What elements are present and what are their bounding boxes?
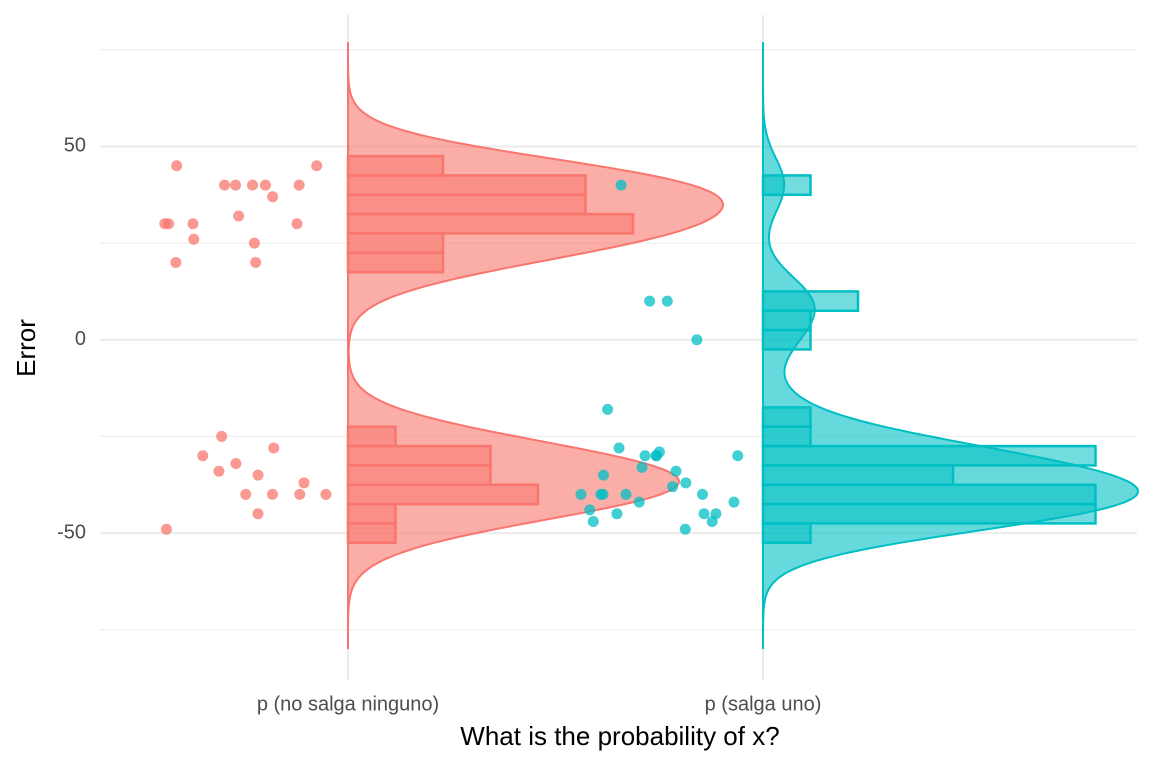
- point: [636, 461, 648, 473]
- histogram-bar: [346, 502, 397, 525]
- point: [267, 191, 279, 203]
- x-tick-label: p (no salga ninguno): [257, 693, 439, 715]
- histogram-bar: [346, 174, 587, 197]
- point: [698, 508, 710, 520]
- histogram-bar: [761, 522, 812, 544]
- histogram-bar: [761, 406, 812, 429]
- point: [613, 442, 625, 454]
- y-tick-label: -50: [57, 521, 86, 543]
- point: [639, 450, 651, 462]
- point: [233, 210, 245, 222]
- point: [320, 488, 332, 500]
- x-tick-label: p (salga uno): [705, 693, 822, 715]
- point: [188, 233, 200, 245]
- density: [347, 42, 725, 650]
- point: [187, 218, 199, 230]
- histogram-bar: [346, 464, 492, 487]
- point: [298, 477, 310, 489]
- histogram-bar: [346, 193, 587, 216]
- histogram-bar: [761, 444, 1097, 467]
- point: [268, 442, 280, 454]
- histogram-bar: [761, 174, 812, 197]
- point: [247, 179, 259, 191]
- point: [252, 508, 264, 520]
- point: [611, 508, 623, 520]
- point: [587, 515, 599, 527]
- histogram-bar: [761, 290, 860, 313]
- histogram-bar: [761, 483, 1097, 506]
- density: [762, 42, 1140, 650]
- histogram-bar: [346, 154, 445, 177]
- histogram-bar: [346, 425, 397, 448]
- point: [216, 430, 228, 442]
- histogram-bar: [761, 425, 812, 448]
- histogram-bar: [761, 309, 812, 332]
- histogram-bar: [346, 251, 445, 274]
- point: [252, 469, 264, 481]
- point: [691, 334, 703, 346]
- point: [597, 469, 609, 481]
- point: [597, 488, 609, 500]
- histogram-bar: [346, 212, 635, 235]
- point: [732, 450, 744, 462]
- point: [706, 515, 718, 527]
- histogram-bar: [346, 232, 445, 255]
- point: [620, 488, 632, 500]
- point: [160, 523, 172, 535]
- point: [293, 179, 305, 191]
- point: [170, 256, 182, 268]
- point: [248, 237, 260, 249]
- point: [291, 218, 303, 230]
- point: [728, 496, 740, 508]
- point: [661, 295, 673, 307]
- point: [615, 179, 627, 191]
- point: [680, 477, 692, 489]
- y-axis-label: Error: [11, 319, 41, 377]
- point: [696, 488, 708, 500]
- point: [644, 295, 656, 307]
- point: [159, 218, 171, 230]
- point: [219, 179, 231, 191]
- y-tick-label: 0: [75, 328, 86, 350]
- point: [633, 496, 645, 508]
- histogram-bar: [761, 502, 1097, 525]
- point: [266, 488, 278, 500]
- histogram-bar: [346, 483, 540, 506]
- point: [311, 160, 323, 172]
- x-axis-label: What is the probability of x?: [460, 721, 779, 751]
- histogram-bar: [761, 464, 955, 487]
- point: [259, 179, 271, 191]
- point: [575, 488, 587, 500]
- histogram-bar: [346, 444, 492, 467]
- point: [670, 465, 682, 477]
- histogram-bar: [346, 522, 397, 544]
- point: [230, 179, 242, 191]
- point: [650, 450, 662, 462]
- point: [230, 457, 242, 469]
- point: [197, 450, 209, 462]
- point: [240, 488, 252, 500]
- point: [294, 488, 306, 500]
- point: [679, 523, 691, 535]
- y-tick-label: 50: [64, 135, 86, 157]
- point: [602, 403, 614, 415]
- point: [584, 504, 596, 516]
- point: [213, 465, 225, 477]
- point: [171, 160, 183, 172]
- point: [250, 256, 262, 268]
- point: [667, 481, 679, 493]
- histogram-bar: [761, 328, 812, 351]
